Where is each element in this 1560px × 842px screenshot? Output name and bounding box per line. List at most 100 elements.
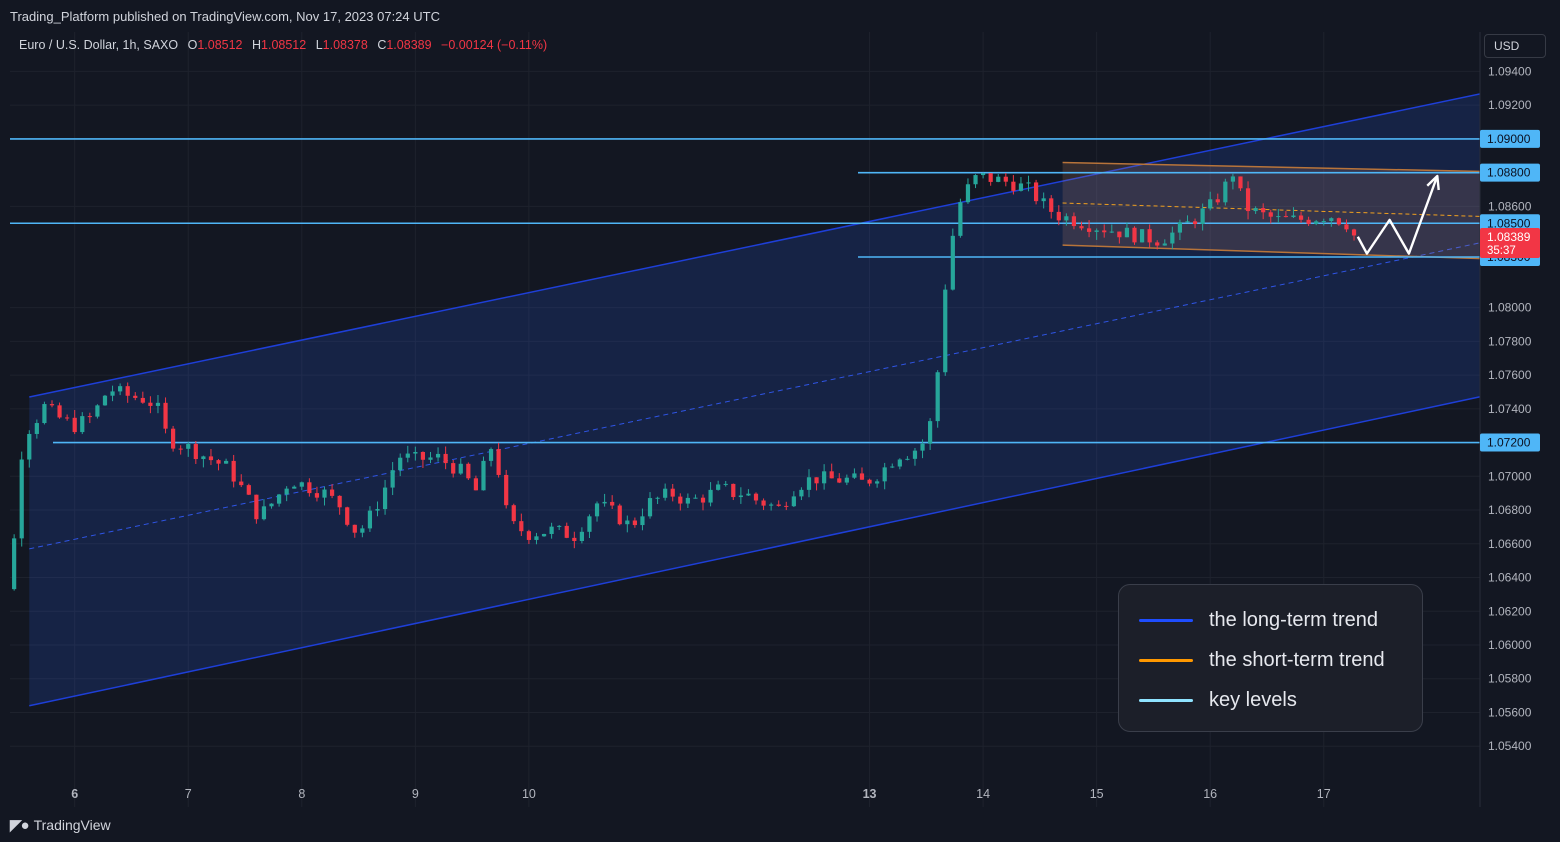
chart-svg[interactable]: 1.09400 1.09200 1.08600 1.08000 1.07800 1.076…	[10, 32, 1560, 807]
candle-43	[292, 485, 297, 489]
candle-29	[186, 441, 191, 457]
key-level-label-0: 1.09000	[1487, 132, 1531, 146]
candle-body-141	[1033, 182, 1039, 202]
candle-144	[1056, 205, 1061, 226]
candle-body-66	[466, 463, 471, 479]
candle-body-111	[806, 477, 812, 490]
tradingview-logo[interactable]: ◤● TradingView	[10, 816, 111, 834]
candle-body-39	[261, 506, 267, 520]
candle-21	[125, 382, 130, 403]
candle-150	[1102, 224, 1107, 238]
candle-42	[284, 486, 289, 502]
candle-body-175	[1291, 215, 1296, 218]
candle-body-98	[708, 489, 713, 503]
candle-98	[708, 482, 713, 507]
candle-108	[784, 501, 789, 511]
candle-body-93	[670, 488, 675, 497]
price-tick-10: 1.06400	[1488, 571, 1532, 585]
chart-pane[interactable]: 1.09400 1.09200 1.08600 1.08000 1.07800 1.076…	[10, 32, 1560, 807]
candle-body-78	[557, 525, 562, 527]
candle-body-27	[171, 428, 176, 449]
candle-body-118	[859, 473, 865, 480]
candle-128	[935, 370, 940, 428]
candle-181	[1336, 217, 1341, 226]
time-tick-0: 6	[71, 787, 78, 801]
candle-155	[1139, 229, 1145, 243]
candle-116	[844, 474, 849, 486]
candle-41	[276, 493, 282, 507]
candle-139	[1018, 177, 1024, 192]
symbol-title[interactable]: Euro / U.S. Dollar, 1h, SAXO	[19, 38, 179, 52]
candle-179	[1321, 218, 1326, 226]
candle-body-108	[784, 505, 789, 507]
candle-body-125	[912, 450, 918, 459]
candle-body-37	[246, 485, 251, 495]
candle-body-26	[163, 402, 168, 429]
candle-body-52	[360, 528, 365, 533]
candle-111	[806, 469, 812, 498]
candle-body-115	[837, 478, 842, 483]
candle-body-183	[1351, 229, 1357, 236]
price-axis: 1.09400 1.09200 1.08600 1.08000 1.07800 1.076…	[1479, 32, 1560, 807]
candle-79	[564, 522, 569, 539]
candle-62	[435, 447, 441, 462]
currency-button[interactable]: USD	[1484, 34, 1546, 58]
candle-body-73	[519, 521, 524, 532]
candle-body-159	[1170, 232, 1175, 244]
legend-swatch-long-term	[1139, 618, 1193, 622]
candle-84	[602, 493, 607, 507]
candle-109	[791, 491, 796, 508]
candle-body-136	[996, 176, 1001, 182]
candle-91	[655, 496, 660, 505]
candle-body-40	[269, 503, 274, 507]
candle-body-75	[534, 536, 539, 540]
high-value: 1.08512	[261, 38, 307, 52]
candle-151	[1109, 224, 1114, 234]
candle-142	[1041, 192, 1046, 209]
candle-166	[1223, 178, 1228, 206]
candle-body-152	[1117, 231, 1122, 238]
price-tick-13: 1.05800	[1488, 672, 1532, 686]
candle-body-142	[1041, 198, 1046, 202]
candle-body-167	[1230, 176, 1236, 182]
candle-body-179	[1321, 220, 1326, 222]
projection-path	[1356, 175, 1439, 255]
candle-body-10	[42, 404, 47, 424]
change-value: −0.00124 (−0.11%)	[441, 38, 548, 52]
legend-item-short-term: the short-term trend	[1139, 645, 1385, 675]
candle-13	[65, 414, 70, 421]
candle-138	[1011, 175, 1016, 195]
candle-180	[1329, 217, 1334, 227]
candle-172	[1268, 209, 1273, 224]
trend-legend: the long-term trend the short-term trend…	[1118, 584, 1423, 732]
candle-106	[769, 502, 774, 511]
candle-58	[405, 445, 410, 463]
candle-169	[1245, 181, 1251, 220]
candle-90	[647, 492, 653, 519]
candle-164	[1208, 191, 1213, 211]
candle-135	[988, 173, 993, 186]
candle-54	[375, 501, 380, 517]
candle-body-117	[852, 473, 857, 478]
candle-130	[950, 228, 955, 291]
time-tick-6: 14	[976, 787, 990, 801]
candle-27	[171, 425, 176, 452]
candle-81	[579, 527, 584, 544]
candle-body-147	[1079, 226, 1084, 229]
candle-body-21	[125, 386, 130, 396]
candle-body-171	[1261, 208, 1266, 213]
candle-163	[1200, 203, 1205, 231]
candle-body-54	[375, 509, 380, 511]
key-level-label-4: 1.07200	[1487, 436, 1531, 450]
candle-body-149	[1094, 230, 1099, 232]
candle-105	[761, 498, 766, 511]
candle-161	[1185, 215, 1190, 223]
candle-body-51	[352, 524, 357, 533]
candle-87	[625, 515, 630, 533]
candle-body-55	[382, 487, 388, 510]
candle-48	[329, 484, 335, 499]
candle-body-97	[700, 497, 706, 503]
candle-59	[413, 446, 418, 461]
candle-body-129	[943, 289, 948, 373]
candle-body-41	[276, 494, 282, 504]
